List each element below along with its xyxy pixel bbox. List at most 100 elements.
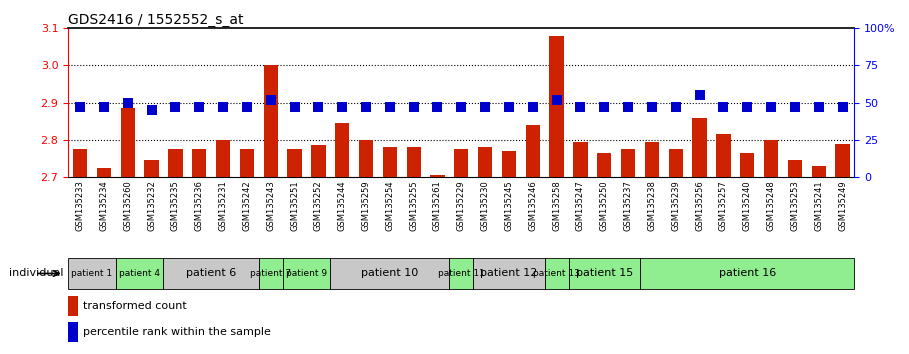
Bar (669, 149, 683, 177)
Text: individual: individual (9, 268, 64, 279)
Text: GSM135252: GSM135252 (314, 180, 323, 231)
Point (478, 104, 493, 110)
Bar (283, 258, 330, 289)
Text: patient 9: patient 9 (286, 269, 327, 278)
Text: GSM135250: GSM135250 (600, 180, 609, 231)
Bar (359, 140, 374, 177)
Text: GSM135239: GSM135239 (671, 180, 680, 231)
Text: patient 6: patient 6 (186, 268, 236, 279)
Bar (549, 36, 564, 177)
Text: patient 1: patient 1 (72, 269, 113, 278)
Point (454, 104, 468, 110)
Bar (644, 142, 659, 177)
Text: GSM135244: GSM135244 (337, 180, 346, 231)
Bar (835, 144, 850, 177)
Text: GSM135255: GSM135255 (409, 180, 418, 231)
Point (73, 104, 87, 110)
Bar (568, 258, 640, 289)
Bar (764, 140, 778, 177)
Bar (716, 134, 731, 177)
Bar (474, 258, 544, 289)
Text: GSM135236: GSM135236 (195, 180, 204, 231)
Bar (287, 149, 302, 177)
Point (740, 104, 754, 110)
Bar (812, 166, 826, 177)
Text: patient 4: patient 4 (119, 269, 160, 278)
Text: patient 12: patient 12 (480, 268, 537, 279)
Bar (693, 118, 706, 177)
Text: GSM135256: GSM135256 (695, 180, 704, 231)
Point (812, 104, 826, 110)
Point (525, 104, 540, 110)
Bar (478, 147, 493, 177)
Bar (621, 149, 635, 177)
Bar (330, 258, 449, 289)
Bar (574, 142, 587, 177)
Text: GSM135232: GSM135232 (147, 180, 156, 231)
Bar (240, 149, 254, 177)
Text: GDS2416 / 1552552_s_at: GDS2416 / 1552552_s_at (68, 13, 244, 27)
Bar (597, 153, 612, 177)
Bar (544, 258, 568, 289)
Point (574, 104, 588, 110)
Bar (192, 149, 206, 177)
Text: GSM135238: GSM135238 (647, 180, 656, 231)
Text: GSM135247: GSM135247 (576, 180, 585, 231)
Point (406, 104, 421, 110)
Text: GSM135241: GSM135241 (814, 180, 824, 231)
Text: GSM135261: GSM135261 (433, 180, 442, 231)
Text: patient 10: patient 10 (361, 268, 418, 279)
Point (240, 104, 255, 110)
Bar (525, 125, 540, 177)
Point (693, 92, 707, 98)
Point (597, 104, 612, 110)
Bar (311, 145, 325, 177)
Text: GSM135240: GSM135240 (743, 180, 752, 231)
Text: patient 13: patient 13 (534, 269, 580, 278)
Bar (68, 322, 78, 343)
Bar (68, 258, 115, 289)
Text: GSM135229: GSM135229 (457, 180, 465, 231)
Point (430, 104, 445, 110)
Point (549, 97, 564, 103)
Text: GSM135254: GSM135254 (385, 180, 395, 231)
Bar (788, 160, 802, 177)
Point (359, 104, 374, 110)
Point (621, 104, 635, 110)
Bar (216, 140, 230, 177)
Text: GSM135243: GSM135243 (266, 180, 275, 231)
Text: patient 15: patient 15 (575, 268, 633, 279)
Point (835, 104, 850, 110)
Text: GSM135246: GSM135246 (528, 180, 537, 231)
Text: GSM135257: GSM135257 (719, 180, 728, 231)
Text: GSM135253: GSM135253 (791, 180, 799, 231)
Text: GSM135260: GSM135260 (124, 180, 132, 231)
Bar (454, 149, 468, 177)
Text: GSM135259: GSM135259 (362, 180, 371, 231)
Point (121, 100, 135, 105)
Bar (264, 65, 278, 177)
Point (764, 104, 778, 110)
Bar (449, 258, 474, 289)
Point (145, 107, 159, 113)
Text: GSM135245: GSM135245 (504, 180, 514, 231)
Text: patient 16: patient 16 (719, 268, 776, 279)
Point (668, 104, 683, 110)
Bar (168, 149, 183, 177)
Text: GSM135233: GSM135233 (75, 180, 85, 231)
Point (96, 104, 111, 110)
Text: GSM135242: GSM135242 (243, 180, 252, 231)
Text: GSM135235: GSM135235 (171, 180, 180, 231)
Text: patient 7: patient 7 (250, 269, 291, 278)
Text: GSM135237: GSM135237 (624, 180, 633, 231)
Text: patient 11: patient 11 (438, 269, 484, 278)
Point (383, 104, 397, 110)
Bar (335, 123, 349, 177)
Point (264, 97, 278, 103)
Bar (383, 147, 397, 177)
Text: GSM135234: GSM135234 (99, 180, 108, 231)
Bar (430, 175, 445, 177)
Text: GSM135230: GSM135230 (481, 180, 490, 231)
Bar (164, 258, 259, 289)
Bar (406, 147, 421, 177)
